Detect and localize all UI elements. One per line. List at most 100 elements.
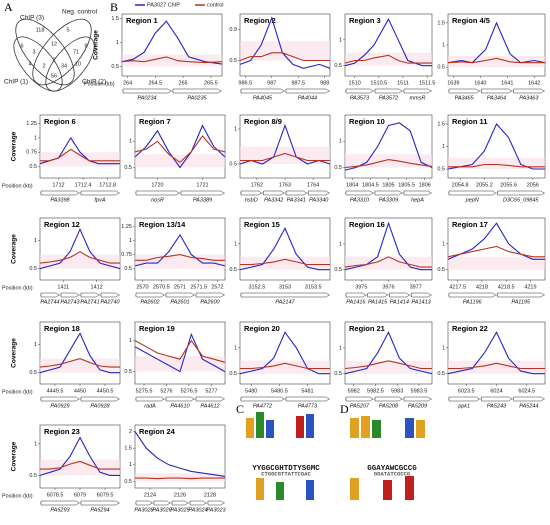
coverage-line bbox=[447, 222, 545, 260]
y-tick-label: 0.5 bbox=[334, 371, 342, 377]
gene-arrow bbox=[497, 292, 545, 298]
x-tick-label: 6023.5 bbox=[458, 388, 475, 394]
x-tick-label: 1412 bbox=[91, 284, 103, 290]
x-tick-label: 5983 bbox=[391, 388, 403, 394]
logo-letter bbox=[246, 418, 254, 438]
region-panel: Region 17 0.5 1 4217.5 4218 4218.5 4219 PA1196 P… bbox=[437, 217, 546, 305]
x-tick-label: 2570 bbox=[136, 284, 148, 290]
y-tick-label: 0.5 bbox=[334, 165, 342, 171]
coverage-line bbox=[39, 227, 121, 270]
gene-arrow bbox=[240, 396, 285, 402]
gene-arrow bbox=[40, 292, 60, 298]
venn-count: 56 bbox=[51, 73, 57, 79]
gene-arrow bbox=[240, 292, 330, 298]
region-panel: Region 12 0.5 1 1411 1412 PA2744 PA2743 PA2741 P… bbox=[29, 217, 121, 305]
y-tick-label: 2 bbox=[129, 429, 132, 435]
coverage-line bbox=[344, 256, 432, 268]
gene-name: PA2741 bbox=[80, 299, 99, 305]
gene-arrow bbox=[171, 500, 189, 506]
gene-name: PA2602 bbox=[140, 299, 159, 305]
x-tick-label: 986.5 bbox=[238, 80, 252, 86]
logo-letter bbox=[306, 414, 314, 438]
x-tick-label: 1762 bbox=[251, 182, 263, 188]
venn-label: ChIP (1) bbox=[4, 79, 28, 86]
coverage-line bbox=[447, 21, 546, 64]
venn-count: 6 bbox=[20, 43, 23, 49]
gene-name: PA3340 bbox=[309, 197, 329, 203]
y-axis-label: Coverage bbox=[93, 30, 100, 60]
control-band bbox=[240, 41, 330, 61]
x-axis-label: Position (kb) bbox=[2, 389, 33, 395]
x-tick-label: 987 bbox=[267, 80, 276, 86]
x-tick-label: 1511.5 bbox=[419, 80, 435, 86]
gene-name: PA5244 bbox=[519, 403, 538, 409]
x-tick-label: 4218.5 bbox=[498, 284, 515, 290]
gene-name: PA3572 bbox=[379, 95, 398, 101]
logo-c bbox=[246, 412, 314, 500]
y-axis-label: Coverage bbox=[11, 234, 18, 264]
y-tick-label: 0.5 bbox=[229, 267, 237, 273]
gene-name: PA3465 bbox=[455, 95, 475, 101]
gene-arrow bbox=[403, 190, 432, 196]
coverage-line bbox=[239, 227, 330, 271]
control-band bbox=[240, 146, 330, 164]
coverage-line bbox=[134, 233, 226, 267]
control-band bbox=[135, 154, 225, 168]
x-tick-label: 988 bbox=[320, 80, 329, 86]
coverage-line bbox=[239, 52, 330, 62]
gene-name: hepA bbox=[411, 197, 424, 203]
y-tick-label: 0.5 bbox=[29, 164, 37, 170]
gene-name: nosR bbox=[151, 197, 164, 203]
gene-arrow bbox=[367, 292, 388, 298]
region-panel: Region 4/5 0.5 1 1.5 1639 1640 1641 1642 PA3465 P… bbox=[437, 13, 546, 101]
venn-count: 34 bbox=[61, 63, 67, 69]
region-panel: Region 18 0.5 1 4449.5 4450 4450.5 PA0929 PA092… bbox=[29, 321, 121, 409]
y-tick-label: 1 bbox=[339, 139, 342, 145]
coverage-line bbox=[448, 163, 545, 168]
gene-name: PA1416 bbox=[346, 299, 366, 305]
gene-arrow bbox=[80, 500, 120, 506]
y-tick-label: 1 bbox=[339, 241, 342, 247]
x-tick-label: 3975 bbox=[355, 284, 367, 290]
gene-name: ppk1 bbox=[457, 403, 470, 409]
y-tick-label: 0.5 bbox=[29, 266, 37, 272]
control-band bbox=[135, 473, 225, 482]
gene-arrow bbox=[122, 88, 172, 94]
gene-arrow bbox=[513, 396, 545, 402]
y-tick-label: 0.5 bbox=[29, 370, 37, 376]
logo-d bbox=[350, 416, 425, 500]
x-tick-label: 2124 bbox=[144, 492, 156, 498]
panel-letter: A bbox=[4, 0, 13, 14]
gene-arrow bbox=[165, 292, 195, 298]
motif-text: YYGGCGHTDTYSGMC bbox=[252, 465, 320, 473]
gene-arrow bbox=[389, 292, 410, 298]
x-tick-label: 1764 bbox=[307, 182, 319, 188]
gene-name: PA0929 bbox=[50, 403, 69, 409]
coverage-line bbox=[40, 460, 120, 470]
gene-name: PA3341 bbox=[287, 197, 306, 203]
gene-name: PA2601 bbox=[170, 299, 189, 305]
gene-name: PA3023 bbox=[206, 507, 226, 513]
x-tick-label: 4450.5 bbox=[97, 388, 114, 394]
y-tick-label: 0.75 bbox=[26, 150, 37, 156]
logo-letter bbox=[383, 480, 392, 500]
venn-set bbox=[13, 36, 63, 92]
gene-name: fpvA bbox=[94, 197, 105, 203]
region-title: Region 17 bbox=[452, 220, 488, 229]
region-title: Region 8/9 bbox=[244, 117, 282, 126]
y-tick-label: 1 bbox=[129, 238, 132, 244]
logo-letter bbox=[350, 478, 359, 500]
x-tick-label: 2126 bbox=[174, 492, 186, 498]
gene-arrow bbox=[263, 190, 285, 196]
x-axis-label: Position (kb) bbox=[2, 183, 33, 189]
venn-label: ChIP (3) bbox=[20, 15, 44, 22]
logo-letter bbox=[266, 420, 274, 438]
y-tick-label: 0.75 bbox=[121, 252, 132, 258]
x-tick-label: 5481 bbox=[301, 388, 313, 394]
region-title: Region 1 bbox=[126, 16, 158, 25]
x-tick-label: 1639 bbox=[447, 80, 459, 86]
gene-name: PA2600 bbox=[200, 299, 220, 305]
gene-arrow bbox=[172, 88, 222, 94]
